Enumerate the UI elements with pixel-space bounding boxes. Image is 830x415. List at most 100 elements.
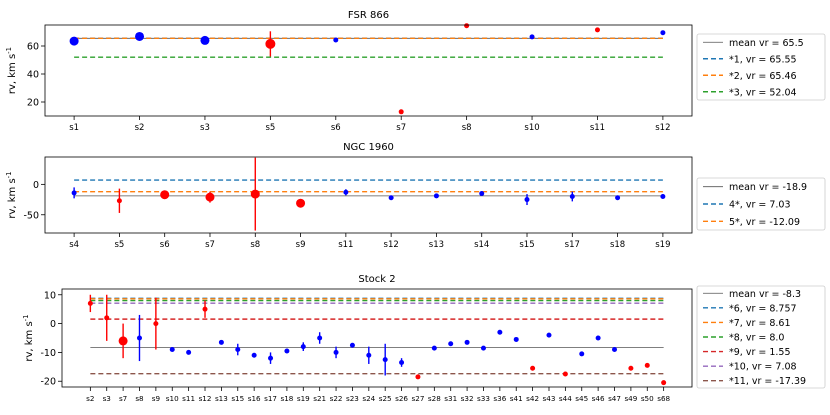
y-axis-label: rv, km s-1 bbox=[22, 314, 35, 361]
data-point bbox=[382, 357, 388, 363]
data-point bbox=[333, 37, 339, 43]
data-point bbox=[464, 23, 470, 29]
legend-label: *11, vr = -17.39 bbox=[729, 376, 806, 387]
y-tick-label: 20 bbox=[27, 98, 39, 109]
y-axis-label-text: rv, km s bbox=[7, 178, 18, 218]
data-point bbox=[479, 190, 485, 196]
data-point bbox=[205, 192, 215, 202]
x-tick-label: s50 bbox=[641, 394, 654, 403]
x-tick-label: s33 bbox=[477, 394, 490, 403]
data-point bbox=[399, 360, 405, 365]
data-point bbox=[87, 300, 93, 306]
y-tick-label: -50 bbox=[23, 210, 39, 221]
x-tick-label: s10 bbox=[524, 123, 539, 133]
x-tick-label: s4 bbox=[69, 240, 79, 250]
data-point bbox=[349, 342, 355, 348]
data-point bbox=[71, 190, 77, 196]
data-point bbox=[135, 31, 145, 41]
x-tick-label: s22 bbox=[330, 394, 343, 403]
data-point bbox=[366, 352, 372, 358]
x-tick-label: s11 bbox=[338, 240, 353, 250]
x-tick-label: s17 bbox=[264, 394, 277, 403]
data-point bbox=[431, 345, 437, 351]
data-point bbox=[202, 306, 208, 312]
x-tick-label: s17 bbox=[565, 240, 580, 250]
x-tick-label: s16 bbox=[248, 394, 261, 403]
legend-label: *1, vr = 65.55 bbox=[729, 54, 797, 65]
legend-label: 4*, vr = 7.03 bbox=[729, 200, 791, 211]
data-point bbox=[160, 190, 170, 200]
x-tick-label: s43 bbox=[543, 394, 556, 403]
x-tick-label: s8 bbox=[135, 394, 144, 403]
legend-label: *8, vr = 8.0 bbox=[729, 333, 784, 344]
data-point bbox=[615, 195, 621, 201]
x-tick-label: s11 bbox=[182, 394, 195, 403]
legend-frame bbox=[696, 177, 826, 231]
x-tick-label: s26 bbox=[395, 394, 408, 403]
data-point bbox=[69, 36, 79, 46]
plot-frame bbox=[44, 24, 693, 117]
y-tick-label: 0 bbox=[50, 319, 56, 330]
data-point bbox=[268, 355, 274, 361]
legend-frame bbox=[696, 33, 826, 101]
data-point bbox=[464, 339, 470, 345]
x-tick-label: s25 bbox=[379, 394, 392, 403]
data-point bbox=[579, 351, 585, 357]
y-axis-label-sup: -1 bbox=[5, 171, 13, 178]
y-axis-label: rv, km s-1 bbox=[5, 47, 18, 94]
y-axis-label-sup: -1 bbox=[22, 314, 30, 321]
x-tick-label: s47 bbox=[608, 394, 621, 403]
data-point bbox=[153, 321, 159, 327]
y-axis-label-sup: -1 bbox=[5, 47, 13, 54]
x-tick-label: s12 bbox=[384, 240, 399, 250]
data-point bbox=[186, 349, 192, 355]
panel-title: FSR 866 bbox=[348, 10, 389, 21]
x-tick-label: s23 bbox=[346, 394, 359, 403]
x-tick-label: s27 bbox=[412, 394, 425, 403]
x-tick-label: s49 bbox=[624, 394, 637, 403]
x-tick-label: s28 bbox=[428, 394, 441, 403]
x-tick-label: s6 bbox=[160, 240, 170, 250]
data-point bbox=[251, 352, 257, 358]
x-tick-label: s6 bbox=[331, 123, 341, 133]
x-tick-label: s41 bbox=[510, 394, 523, 403]
data-point bbox=[284, 348, 290, 354]
data-point bbox=[296, 198, 306, 208]
data-point bbox=[569, 194, 575, 200]
data-point bbox=[524, 197, 530, 203]
panel-2: NGC 1960 rv, km s-1 -50 0 s4 s5 s6 s7 s8 s9 s11 s12… bbox=[5, 142, 826, 250]
y-tick-label: 40 bbox=[27, 70, 39, 81]
x-tick-label: s36 bbox=[493, 394, 506, 403]
legend-label: *6, vr = 8.757 bbox=[729, 303, 797, 314]
x-tick-label: s13 bbox=[429, 240, 444, 250]
legend: mean vr = -8.3 *6, vr = 8.757 *7, vr = 8.6… bbox=[696, 285, 826, 389]
x-tick-label: s15 bbox=[231, 394, 244, 403]
data-point bbox=[612, 347, 618, 353]
legend-frame bbox=[696, 285, 826, 389]
x-tick-label: s24 bbox=[362, 394, 375, 403]
x-tick-label: s7 bbox=[119, 394, 127, 403]
data-point bbox=[415, 374, 421, 380]
x-tick-label: s18 bbox=[280, 394, 293, 403]
plot-frame bbox=[61, 288, 693, 388]
data-point bbox=[104, 315, 110, 321]
x-tick-label: s12 bbox=[655, 123, 670, 133]
y-axis-label-text: rv, km s bbox=[7, 54, 18, 94]
legend: mean vr = -18.9 4*, vr = 7.03 5*, vr = -12… bbox=[696, 177, 826, 231]
y-tick-label: 10 bbox=[44, 290, 56, 301]
data-point bbox=[480, 345, 486, 351]
x-tick-label: s21 bbox=[313, 394, 326, 403]
legend-label: mean vr = -8.3 bbox=[729, 289, 801, 300]
data-point bbox=[546, 332, 552, 338]
x-tick-label: s18 bbox=[610, 240, 625, 250]
y-tick-label: -20 bbox=[40, 377, 56, 388]
data-point bbox=[333, 349, 339, 355]
x-tick-label: s3 bbox=[200, 123, 210, 133]
data-point bbox=[169, 347, 175, 353]
x-tick-label: s15 bbox=[519, 240, 534, 250]
y-tick-label: -10 bbox=[40, 348, 56, 359]
legend: mean vr = 65.5 *1, vr = 65.55 *2, vr = 65.… bbox=[696, 33, 826, 101]
x-tick-label: s44 bbox=[559, 394, 572, 403]
data-point bbox=[530, 365, 536, 371]
data-point bbox=[660, 30, 666, 36]
